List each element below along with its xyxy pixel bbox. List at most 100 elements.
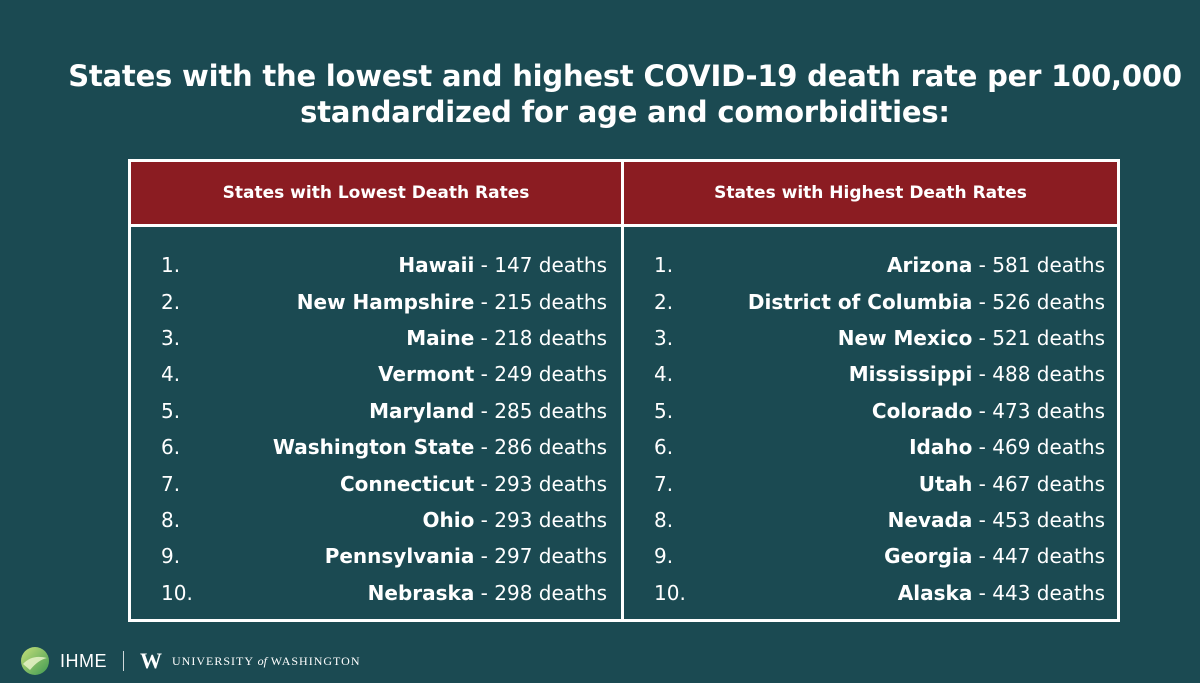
table-row: 7. Connecticut - 293 deaths bbox=[131, 465, 621, 501]
death-count: 581 deaths bbox=[992, 253, 1105, 278]
lowest-column: States with Lowest Death Rates 1. Hawaii … bbox=[131, 162, 624, 619]
state-name: Vermont bbox=[378, 362, 475, 387]
rank-number: 3. bbox=[654, 325, 674, 350]
death-count: 467 deaths bbox=[992, 471, 1105, 496]
table-row: 3. Maine - 218 deaths bbox=[131, 320, 621, 356]
state-name: District of Columbia bbox=[747, 289, 973, 314]
highest-column: States with Highest Death Rates 1. Arizon… bbox=[624, 162, 1117, 619]
state-name: New Hampshire bbox=[296, 289, 475, 314]
death-count: 218 deaths bbox=[494, 325, 607, 350]
rank-number: 7. bbox=[654, 471, 674, 496]
death-count: 488 deaths bbox=[992, 362, 1105, 387]
state-name: Utah bbox=[918, 471, 973, 496]
separator: - bbox=[474, 289, 495, 314]
table-row: 5. Maryland - 285 deaths bbox=[131, 393, 621, 429]
highest-column-header: States with Highest Death Rates bbox=[624, 162, 1117, 227]
rank-number: 6. bbox=[161, 435, 181, 460]
rank-number: 1. bbox=[654, 253, 674, 278]
rank-number: 5. bbox=[161, 398, 181, 423]
state-name: Alaska bbox=[897, 580, 973, 605]
title-line-1: States with the lowest and highest COVID… bbox=[68, 59, 1182, 93]
state-entry: New Mexico - 521 deaths bbox=[702, 326, 1117, 350]
state-name: Nebraska bbox=[367, 580, 475, 605]
ihme-wordmark: IHME bbox=[60, 650, 107, 671]
state-entry: Connecticut - 293 deaths bbox=[209, 472, 621, 496]
table-row: 1. Hawaii - 147 deaths bbox=[131, 247, 621, 283]
death-count: 249 deaths bbox=[494, 362, 607, 387]
state-entry: Arizona - 581 deaths bbox=[702, 253, 1117, 277]
state-entry: Nevada - 453 deaths bbox=[702, 508, 1117, 532]
separator: - bbox=[972, 544, 993, 569]
separator: - bbox=[972, 325, 993, 350]
state-name: Mississippi bbox=[848, 362, 973, 387]
state-entry: New Hampshire - 215 deaths bbox=[209, 290, 621, 314]
rank-number: 9. bbox=[654, 544, 674, 569]
state-entry: Colorado - 473 deaths bbox=[702, 399, 1117, 423]
death-count: 147 deaths bbox=[494, 253, 607, 278]
state-entry: Georgia - 447 deaths bbox=[702, 544, 1117, 568]
rank-number: 10. bbox=[654, 580, 686, 605]
separator: - bbox=[474, 507, 495, 532]
table-row: 10. Alaska - 443 deaths bbox=[624, 575, 1117, 611]
separator: - bbox=[474, 544, 495, 569]
table-row: 6. Idaho - 469 deaths bbox=[624, 429, 1117, 465]
table-row: 10. Nebraska - 298 deaths bbox=[131, 575, 621, 611]
rank-number: 2. bbox=[161, 289, 181, 314]
separator: - bbox=[474, 253, 495, 278]
death-count: 443 deaths bbox=[992, 580, 1105, 605]
state-name: Maryland bbox=[369, 398, 475, 423]
footer-logos: IHME W UNIVERSITY of WASHINGTON bbox=[20, 644, 360, 678]
logo-divider bbox=[123, 651, 124, 671]
table-row: 7. Utah - 467 deaths bbox=[624, 465, 1117, 501]
state-entry: Ohio - 293 deaths bbox=[209, 508, 621, 532]
title-line-2: standardized for age and comorbidities: bbox=[300, 95, 950, 129]
separator: - bbox=[474, 362, 495, 387]
table-row: 2. New Hampshire - 215 deaths bbox=[131, 283, 621, 319]
uw-washington: WASHINGTON bbox=[270, 653, 361, 668]
rank-number: 9. bbox=[161, 544, 181, 569]
rank-number: 4. bbox=[654, 362, 674, 387]
uw-wordmark: UNIVERSITY of WASHINGTON bbox=[172, 654, 360, 669]
rank-number: 10. bbox=[161, 580, 193, 605]
lowest-rows: 1. Hawaii - 147 deaths 2. New Hampshire - 2… bbox=[131, 227, 621, 611]
state-entry: Utah - 467 deaths bbox=[702, 472, 1117, 496]
state-entry: District of Columbia - 526 deaths bbox=[702, 290, 1117, 314]
state-entry: Idaho - 469 deaths bbox=[702, 435, 1117, 459]
separator: - bbox=[474, 325, 495, 350]
state-entry: Pennsylvania - 297 deaths bbox=[209, 544, 621, 568]
state-name: Washington State bbox=[272, 435, 475, 460]
state-entry: Hawaii - 147 deaths bbox=[209, 253, 621, 277]
state-name: New Mexico bbox=[837, 325, 973, 350]
death-count: 473 deaths bbox=[992, 398, 1105, 423]
uw-university: UNIVERSITY bbox=[172, 653, 254, 668]
uw-w-logo: W bbox=[140, 648, 162, 673]
rank-number: 2. bbox=[654, 289, 674, 314]
state-entry: Maine - 218 deaths bbox=[209, 326, 621, 350]
table-row: 1. Arizona - 581 deaths bbox=[624, 247, 1117, 283]
state-entry: Nebraska - 298 deaths bbox=[209, 581, 621, 605]
separator: - bbox=[972, 362, 993, 387]
separator: - bbox=[972, 507, 993, 532]
highest-rows: 1. Arizona - 581 deaths 2. District of Colu… bbox=[624, 227, 1117, 611]
state-name: Nevada bbox=[887, 507, 973, 532]
state-entry: Washington State - 286 deaths bbox=[209, 435, 621, 459]
state-name: Colorado bbox=[871, 398, 973, 423]
table-row: 9. Pennsylvania - 297 deaths bbox=[131, 538, 621, 574]
separator: - bbox=[972, 398, 993, 423]
rank-number: 8. bbox=[161, 507, 181, 532]
state-name: Arizona bbox=[887, 253, 973, 278]
death-count: 293 deaths bbox=[494, 507, 607, 532]
state-name: Connecticut bbox=[339, 471, 475, 496]
death-count: 297 deaths bbox=[494, 544, 607, 569]
state-name: Ohio bbox=[422, 507, 475, 532]
rank-number: 8. bbox=[654, 507, 674, 532]
rank-number: 5. bbox=[654, 398, 674, 423]
death-count: 453 deaths bbox=[992, 507, 1105, 532]
table-row: 9. Georgia - 447 deaths bbox=[624, 538, 1117, 574]
death-count: 286 deaths bbox=[494, 435, 607, 460]
rank-number: 4. bbox=[161, 362, 181, 387]
separator: - bbox=[972, 471, 993, 496]
separator: - bbox=[972, 289, 993, 314]
table-row: 2. District of Columbia - 526 deaths bbox=[624, 283, 1117, 319]
separator: - bbox=[474, 398, 495, 423]
